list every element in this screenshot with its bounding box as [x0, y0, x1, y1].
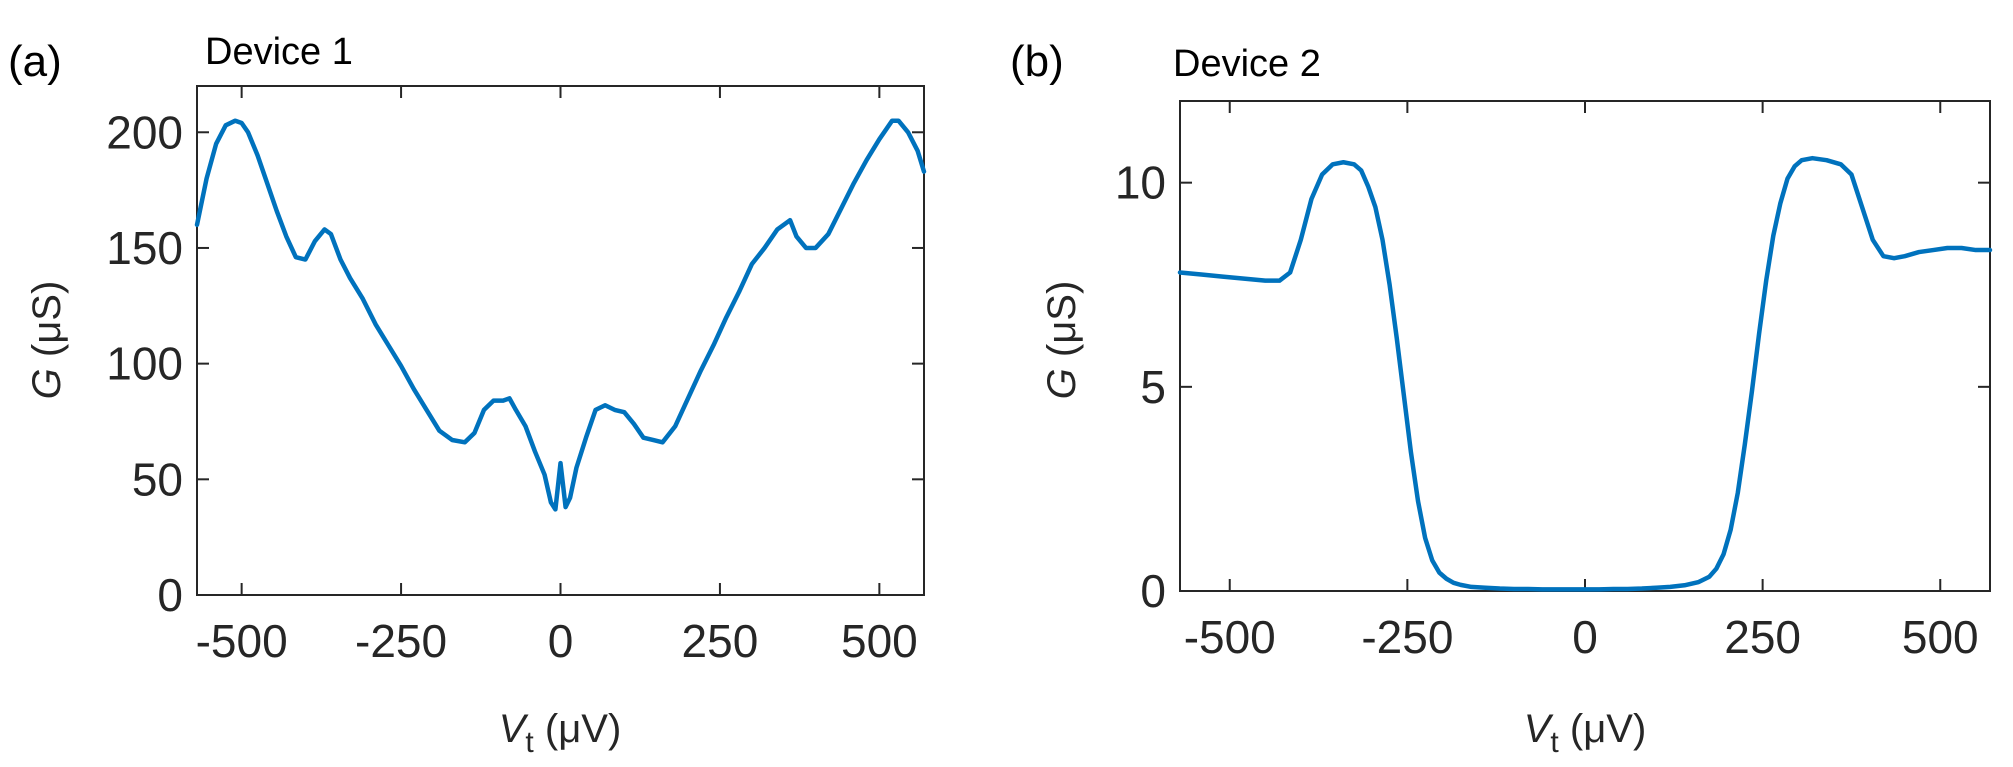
plot-a-ytick-label-4: 200: [106, 106, 183, 158]
plot-a-frame: [196, 85, 925, 596]
plot-b-series-line: [1177, 155, 1993, 592]
panel-a-letter: (a): [8, 37, 62, 86]
plot-a-xtick-label-4: 500: [841, 615, 918, 667]
plot-b-xtick-label-1: -250: [1361, 611, 1453, 663]
plot-b-xtick-label-3: 250: [1724, 611, 1801, 663]
chart-device-2: -500 -250 0 250 500 0 5 10 Vt (μV) G (μS): [1040, 100, 1993, 759]
plot-a-xlabel-unit: μV: [558, 707, 608, 751]
plot-b-frame: [1179, 100, 1991, 592]
plot-b-xlabel-unit: μV: [1583, 707, 1633, 751]
plot-b-ylabel: G (μS): [1040, 281, 1084, 400]
plot-b-ytick-label-2: 10: [1115, 157, 1166, 209]
plot-a-ylabel-var: G: [25, 368, 69, 399]
plot-a-yticks: 0 50 100 150 200: [106, 106, 924, 621]
plot-b-xtick-label-2: 0: [1572, 611, 1598, 663]
plot-b-yticks: 0 5 10: [1115, 157, 1990, 617]
panel-a-title: Device 1: [205, 31, 353, 73]
plot-a-xtick-label-1: -250: [355, 615, 447, 667]
plot-a-xticks: -500 -250 0 250 500: [196, 86, 918, 667]
plot-a-ylabel-unit: μS: [25, 294, 69, 344]
plot-a-series-line: [194, 118, 927, 512]
panel-b-title: Device 2: [1173, 43, 1321, 85]
plot-b-xlabel-sub: t: [1550, 726, 1559, 759]
plot-b-xlabel-var: V: [1524, 707, 1554, 751]
panel-b-letter: (b): [1010, 37, 1064, 86]
plot-a-xlabel-var: V: [499, 707, 529, 751]
plot-b-xtick-label-0: -500: [1184, 611, 1276, 663]
plot-b-ytick-label-0: 0: [1140, 565, 1166, 617]
plot-a-ytick-label-0: 0: [157, 569, 183, 621]
plot-b-ylabel-unit: μS: [1040, 294, 1084, 344]
plot-a-ytick-label-1: 50: [132, 453, 183, 505]
plot-a-xtick-label-2: 0: [548, 615, 574, 667]
plot-a-xlabel: Vt (μV): [499, 707, 622, 759]
plot-a-ytick-label-2: 100: [106, 338, 183, 390]
plot-b-ylabel-var: G: [1040, 368, 1084, 399]
plot-a-xtick-label-0: -500: [196, 615, 288, 667]
plot-b-xtick-label-4: 500: [1902, 611, 1979, 663]
plot-a-xlabel-sub: t: [525, 726, 534, 759]
plot-b-xlabel: Vt (μV): [1524, 707, 1647, 759]
plot-a-xtick-label-3: 250: [682, 615, 759, 667]
plot-b-ytick-label-1: 5: [1140, 361, 1166, 413]
chart-device-1: -500 -250 0 250 500 0 50 100 150 200 Vt (μV) G (…: [25, 85, 927, 759]
plot-b-xticks: -500 -250 0 250 500: [1184, 101, 1979, 663]
plot-a-ylabel: G (μS): [25, 281, 69, 400]
plot-a-ytick-label-3: 150: [106, 222, 183, 274]
